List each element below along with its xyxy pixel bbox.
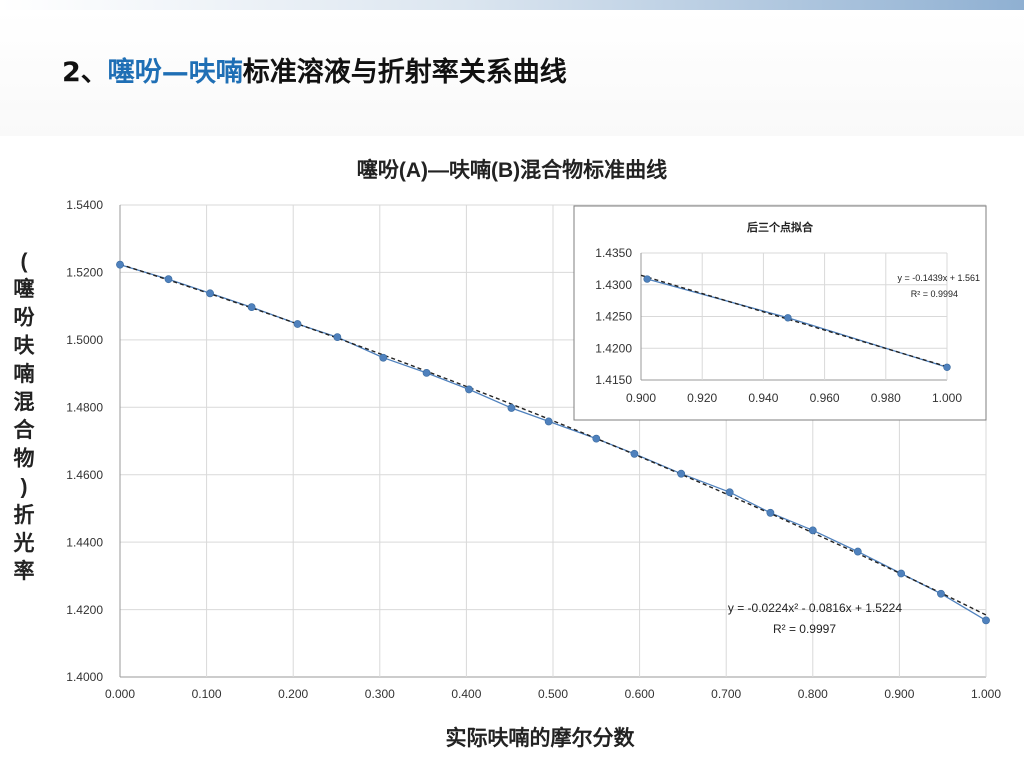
main-xtick-label: 0.800 [798, 687, 828, 701]
main-ylabel-char: 率 [14, 559, 35, 583]
main-xtick-label: 1.000 [971, 687, 1001, 701]
main-ytick-label: 1.4600 [66, 468, 103, 482]
main-data-point [808, 526, 817, 535]
main-ylabel-char: ( [21, 250, 28, 273]
main-ylabel-char: 物 [14, 446, 35, 470]
main-ylabel-char: 喃 [14, 363, 35, 386]
main-xtick-label: 0.500 [538, 687, 568, 701]
inset-trendline [640, 274, 948, 368]
main-data-point [422, 368, 431, 377]
main-xtick-label: 0.200 [278, 687, 308, 701]
main-ytick-label: 1.5000 [66, 333, 103, 347]
inset-ytick-label: 1.4300 [595, 278, 632, 292]
main-data-point [333, 333, 342, 342]
main-data-point [725, 488, 734, 497]
inset-xtick-label: 0.940 [748, 391, 778, 405]
inset-xtick-label: 0.960 [810, 391, 840, 405]
inset-xtick-label: 0.980 [871, 391, 901, 405]
inset-trend-equation: y = -0.1439x + 1.561 [897, 273, 980, 283]
main-xtick-label: 0.900 [884, 687, 914, 701]
top-decor-strip [0, 0, 1024, 10]
main-data-point [507, 404, 516, 412]
inset-data-point [643, 275, 651, 283]
main-ylabel-char: ) [21, 476, 28, 499]
main-data-point [544, 417, 553, 426]
main-data-point [630, 449, 639, 458]
main-ylabel-char: 合 [14, 418, 36, 442]
main-xtick-label: 0.400 [451, 687, 481, 701]
main-data-point [116, 260, 124, 269]
main-ytick-label: 1.5200 [66, 266, 103, 280]
main-xtick-label: 0.700 [711, 687, 741, 701]
inset-ytick-label: 1.4250 [595, 310, 632, 324]
inset-xtick-label: 0.900 [626, 391, 656, 405]
main-ylabel-char: 呋 [14, 335, 36, 358]
inset-data-point [943, 363, 951, 371]
main-trend-r2: R² = 0.9997 [773, 622, 836, 636]
slide-title-suffix: 标准溶液与折射率关系曲线 [242, 57, 567, 88]
main-data-point [293, 320, 302, 328]
main-trend-equation: y = -0.0224x² - 0.0816x + 1.5224 [728, 601, 902, 615]
main-ylabel-char: 光 [13, 532, 35, 555]
slide-title-accent: 噻吩—呋喃 [107, 57, 243, 88]
main-ylabel-char: 吩 [14, 306, 35, 329]
main-chart-title: 噻吩(A)—呋喃(B)混合物标准曲线 [357, 158, 667, 182]
main-xtick-label: 0.100 [192, 687, 222, 701]
main-data-point [465, 385, 473, 394]
main-ytick-label: 1.5400 [66, 198, 103, 212]
main-data-point [766, 508, 775, 517]
main-ytick-label: 1.4000 [66, 670, 103, 684]
main-plot-area: 1.4000 1.4200 1.4400 1.4600 1.4800 1.5000 1.52… [66, 198, 1001, 701]
main-data-point [677, 469, 686, 478]
main-data-point [937, 589, 945, 598]
inset-ytick-label: 1.4350 [595, 246, 632, 260]
main-ytick-label: 1.4400 [66, 535, 103, 549]
main-data-point [592, 434, 601, 443]
inset-chart-frame [573, 205, 987, 421]
slide-title-prefix: 2、 [62, 57, 108, 88]
inset-chart-title: 后三个点拟合 [747, 220, 814, 234]
header-band [0, 10, 1024, 136]
main-xtick-label: 0.600 [625, 687, 655, 701]
inset-chart: 后三个点拟合 1.4150 1.4200 1.4250 1.4300 1.4350 0.9… [573, 205, 987, 421]
slide-title: 2、噻吩—呋喃标准溶液与折射率关系曲线 [62, 50, 567, 89]
main-ytick-label: 1.4800 [66, 400, 103, 414]
main-data-point [897, 569, 906, 578]
main-ylabel-char: 折 [14, 504, 35, 527]
inset-plot-area: 1.4150 1.4200 1.4250 1.4300 1.4350 0.900 0.920… [595, 246, 980, 405]
main-xtick-label: 0.300 [365, 687, 395, 701]
inset-data-point [784, 314, 792, 322]
main-data-point [206, 289, 214, 298]
inset-xtick-label: 1.000 [932, 391, 962, 405]
main-data-point [164, 275, 173, 284]
main-ylabel-char: 噻 [14, 277, 36, 301]
inset-ytick-label: 1.4150 [595, 373, 632, 387]
main-data-point [247, 303, 256, 312]
main-data-point [982, 616, 990, 625]
main-data-point [853, 547, 862, 556]
inset-xtick-label: 0.920 [687, 391, 717, 405]
inset-ytick-label: 1.4200 [595, 341, 632, 355]
main-data-point [379, 353, 388, 362]
main-xtick-label: 0.000 [105, 687, 135, 701]
main-chart-xlabel: 实际呋喃的摩尔分数 [446, 726, 636, 750]
inset-trend-r2: R² = 0.9994 [911, 289, 958, 299]
main-ytick-label: 1.4200 [66, 603, 103, 617]
main-ylabel-char: 混 [14, 391, 35, 414]
